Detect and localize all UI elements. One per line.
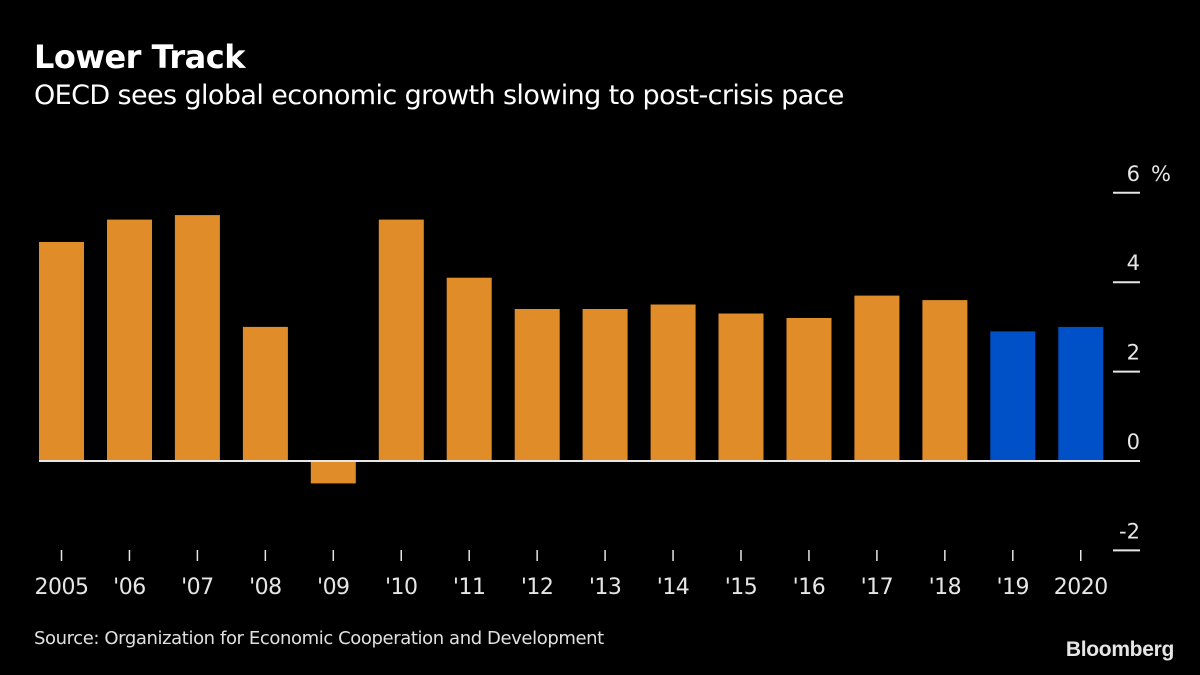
- bar-2020: [1058, 326, 1104, 461]
- bar-19: [990, 331, 1036, 461]
- x-tick-label: '10: [385, 575, 418, 600]
- x-tick-label: '16: [793, 575, 826, 600]
- bar-08: [242, 326, 288, 461]
- chart-title: Lower Track: [34, 38, 246, 76]
- bar-11: [446, 277, 492, 461]
- bar-18: [922, 300, 968, 461]
- bar-14: [650, 304, 696, 461]
- x-tick-label: '08: [249, 575, 282, 600]
- x-tick-label: '12: [521, 575, 554, 600]
- x-axis: 2005 '06 '07 '08 '09 '10 '11 '12 '13 '14 '15 '16 '17…: [35, 550, 1108, 600]
- bar-12: [514, 309, 560, 461]
- x-tick-label: '19: [997, 575, 1030, 600]
- bar-07: [174, 215, 220, 461]
- bar-13: [582, 309, 628, 461]
- x-tick-label: '18: [929, 575, 962, 600]
- source-note: Source: Organization for Economic Cooper…: [34, 628, 604, 649]
- bar-15: [718, 313, 764, 461]
- y-unit-label: %: [1151, 162, 1171, 186]
- x-tick-label: '09: [317, 575, 350, 600]
- y-tick-label: 0: [1127, 430, 1140, 454]
- y-tick-label: 4: [1127, 251, 1140, 275]
- chart-subtitle: OECD sees global economic growth slowing…: [34, 80, 844, 111]
- y-axis: 6 4 2 0 -2%: [1113, 162, 1171, 552]
- bloomberg-logo: Bloomberg: [1065, 638, 1174, 661]
- x-tick-label: 2020: [1054, 575, 1108, 600]
- y-tick-label: 2: [1127, 341, 1140, 365]
- x-tick-label: '11: [453, 575, 486, 600]
- bar-2005: [39, 242, 84, 461]
- x-tick-label: '17: [861, 575, 894, 600]
- x-tick-label: '07: [181, 575, 214, 600]
- bar-17: [854, 295, 900, 461]
- x-tick-label: '14: [657, 575, 690, 600]
- x-tick-label: '06: [113, 575, 146, 600]
- x-tick-label: '15: [725, 575, 758, 600]
- x-tick-label: 2005: [35, 575, 89, 600]
- bar-09: [310, 461, 356, 484]
- y-tick-label: 6: [1127, 162, 1140, 186]
- bar-06: [107, 219, 152, 461]
- y-tick-label: -2: [1119, 519, 1140, 543]
- bars-group: [39, 215, 1104, 484]
- x-tick-label: '13: [589, 575, 622, 600]
- bar-16: [786, 318, 832, 461]
- bar-10: [378, 219, 424, 461]
